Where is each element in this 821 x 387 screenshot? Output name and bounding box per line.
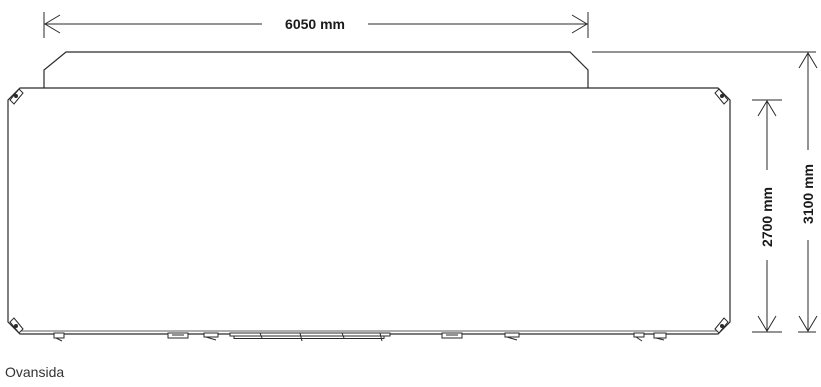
bottom-fitting	[203, 332, 219, 341]
roof-outline	[43, 51, 589, 88]
width-arrow-right	[571, 14, 588, 34]
bottom-fitting	[504, 332, 520, 341]
inner-height-arrow-top	[757, 100, 777, 117]
bottom-fitting	[653, 332, 667, 341]
total-height-arrow-top	[798, 52, 818, 69]
corner-bracket-top-right	[714, 88, 729, 105]
bottom-fitting	[229, 332, 391, 342]
inner-height-dimension-label: 2700 mm	[759, 187, 775, 247]
corner-bracket-top-left	[9, 88, 24, 105]
bottom-fitting	[53, 332, 65, 342]
bottom-fitting	[441, 332, 463, 339]
total-height-arrow-bottom	[798, 315, 818, 332]
corner-bracket-bottom-left	[9, 317, 24, 334]
bottom-fitting	[167, 332, 189, 339]
total-height-dimension	[592, 51, 818, 333]
corner-bracket-bottom-right	[714, 317, 729, 334]
inner-height-arrow-bottom	[757, 315, 777, 332]
view-caption: Ovansida	[5, 364, 65, 380]
width-arrow-left	[44, 14, 61, 34]
width-dimension	[43, 12, 589, 38]
total-height-dimension-label: 3100 mm	[800, 164, 816, 224]
container-body	[7, 87, 731, 335]
bottom-fittings	[53, 332, 667, 342]
corner-brackets	[9, 88, 729, 334]
width-dimension-label: 6050 mm	[285, 16, 345, 32]
bottom-fitting	[633, 332, 645, 342]
inner-height-dimension	[752, 99, 782, 333]
